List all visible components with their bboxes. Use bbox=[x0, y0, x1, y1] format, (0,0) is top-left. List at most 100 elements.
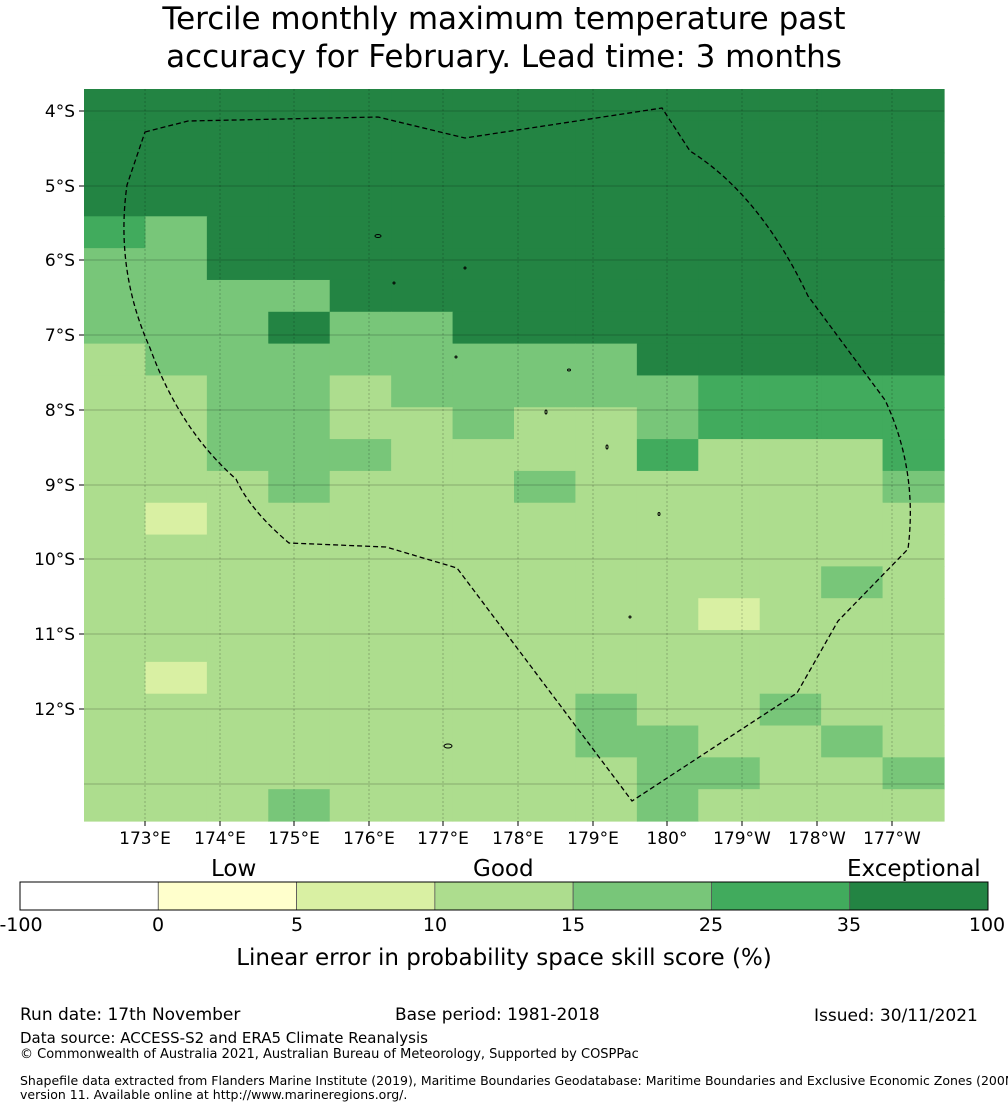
grid-cell bbox=[821, 598, 884, 631]
grid-cell bbox=[268, 184, 331, 217]
grid-cell bbox=[145, 598, 208, 631]
grid-cell bbox=[206, 279, 269, 313]
grid-cell bbox=[452, 152, 515, 186]
grid-cell bbox=[452, 725, 515, 758]
grid-cell bbox=[514, 184, 577, 217]
grid-cell bbox=[821, 375, 884, 408]
grid-cell bbox=[268, 439, 331, 472]
grid-cell bbox=[514, 216, 577, 249]
grid-cell bbox=[636, 693, 699, 727]
skill-score-grid bbox=[84, 89, 945, 822]
grid-cell bbox=[882, 566, 945, 599]
grid-cell bbox=[329, 375, 392, 408]
grid-cell bbox=[268, 152, 331, 186]
grid-cell bbox=[759, 757, 822, 790]
grid-cell bbox=[636, 343, 699, 377]
grid-cell bbox=[698, 279, 761, 313]
chart-title-line1: Tercile monthly maximum temperature past bbox=[162, 1, 846, 37]
grid-cell bbox=[329, 152, 392, 186]
lon-label: 178°E bbox=[492, 829, 544, 849]
colorbar-category-good: Good bbox=[473, 856, 534, 882]
grid-cell bbox=[145, 89, 208, 122]
grid-cell bbox=[821, 661, 884, 695]
grid-cell bbox=[84, 248, 147, 281]
grid-cell bbox=[759, 661, 822, 695]
grid-cell bbox=[575, 534, 638, 567]
grid-cell bbox=[329, 725, 392, 758]
grid-cell bbox=[514, 757, 577, 790]
grid-cell bbox=[145, 757, 208, 790]
colorbar-tick: -100 bbox=[0, 914, 43, 936]
grid-cell bbox=[882, 598, 945, 631]
grid-cell bbox=[882, 757, 945, 790]
grid-cell bbox=[206, 89, 269, 122]
grid-cell bbox=[698, 725, 761, 758]
grid-cell bbox=[391, 89, 454, 122]
grid-cell bbox=[575, 502, 638, 536]
grid-cell bbox=[575, 184, 638, 217]
grid-cell bbox=[268, 630, 331, 663]
grid-cell bbox=[206, 693, 269, 727]
island-outline bbox=[374, 234, 382, 238]
grid-cell bbox=[145, 661, 208, 695]
grid-cell bbox=[514, 789, 577, 822]
grid-cell bbox=[575, 311, 638, 345]
grid-cell bbox=[636, 661, 699, 695]
grid-cell bbox=[268, 725, 331, 758]
grid-cell bbox=[452, 216, 515, 249]
grid-cell bbox=[391, 757, 454, 790]
grid-cell bbox=[84, 120, 147, 154]
grid-cell bbox=[268, 502, 331, 536]
island-outline bbox=[544, 409, 548, 415]
grid-cell bbox=[636, 407, 699, 440]
grid-cell bbox=[575, 693, 638, 727]
grid-cell bbox=[759, 248, 822, 281]
grid-cell bbox=[759, 630, 822, 663]
grid-cell bbox=[698, 407, 761, 440]
grid-cell bbox=[759, 789, 822, 822]
grid-cell bbox=[821, 630, 884, 663]
colorbar-category-exceptional: Exceptional bbox=[847, 856, 981, 882]
grid-cell bbox=[145, 630, 208, 663]
grid-cell bbox=[84, 89, 147, 122]
grid-cell bbox=[882, 439, 945, 472]
grid-cell bbox=[452, 279, 515, 313]
grid-cell bbox=[821, 311, 884, 345]
islands bbox=[374, 234, 661, 749]
grid-cell bbox=[759, 343, 822, 377]
grid-cell bbox=[391, 439, 454, 472]
grid-cell bbox=[882, 725, 945, 758]
lon-label: 175°E bbox=[268, 829, 320, 849]
grid-cell bbox=[268, 407, 331, 440]
grid-cell bbox=[452, 343, 515, 377]
grid-cell bbox=[329, 343, 392, 377]
grid-cell bbox=[391, 120, 454, 154]
grid-cell bbox=[636, 598, 699, 631]
grid-cell bbox=[575, 343, 638, 377]
grid-cell bbox=[759, 566, 822, 599]
grid-cell bbox=[452, 534, 515, 567]
grid-cell bbox=[759, 407, 822, 440]
grid-cell bbox=[84, 152, 147, 186]
grid-cell bbox=[759, 470, 822, 504]
grid-cell bbox=[698, 184, 761, 217]
grid-cell bbox=[821, 279, 884, 313]
grid-cell bbox=[329, 534, 392, 567]
grid-cell bbox=[329, 566, 392, 599]
grid-cell bbox=[84, 311, 147, 345]
grid-cell bbox=[514, 343, 577, 377]
grid-cell bbox=[821, 407, 884, 440]
grid-cell bbox=[882, 184, 945, 217]
grid-cell bbox=[575, 757, 638, 790]
lon-label: 179°E bbox=[567, 829, 619, 849]
grid-cell bbox=[821, 439, 884, 472]
grid-cell bbox=[759, 534, 822, 567]
grid-cell bbox=[452, 407, 515, 440]
grid-cell bbox=[391, 470, 454, 504]
grid-cell bbox=[821, 534, 884, 567]
grid-cell bbox=[636, 216, 699, 249]
grid-cell bbox=[882, 89, 945, 122]
grid-cell bbox=[514, 534, 577, 567]
grid-cell bbox=[636, 789, 699, 822]
colorbar-tick: 35 bbox=[836, 914, 862, 936]
